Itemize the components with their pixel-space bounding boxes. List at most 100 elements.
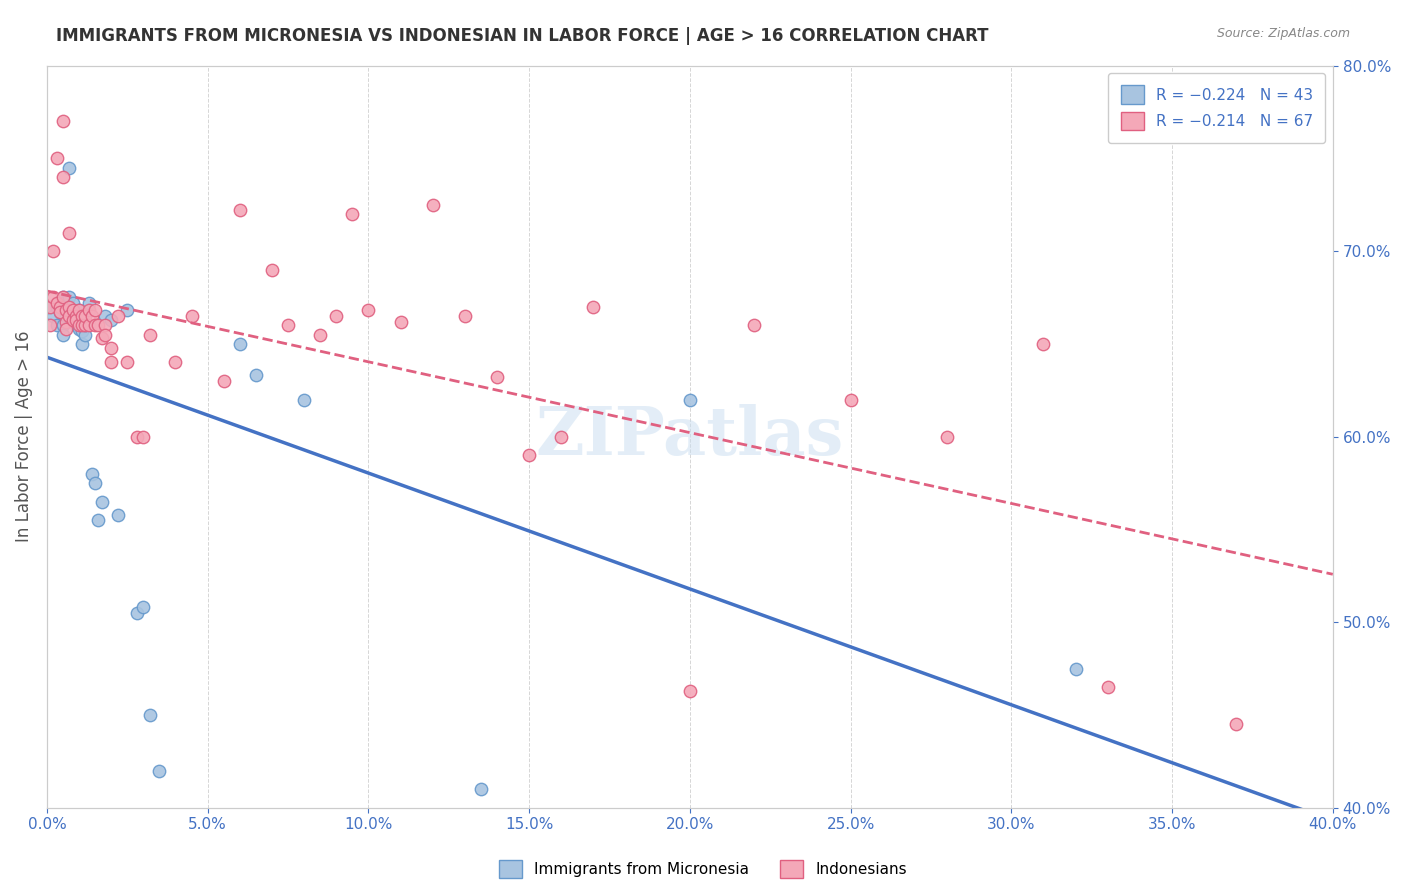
Text: IMMIGRANTS FROM MICRONESIA VS INDONESIAN IN LABOR FORCE | AGE > 16 CORRELATION C: IMMIGRANTS FROM MICRONESIA VS INDONESIAN… xyxy=(56,27,988,45)
Point xyxy=(1064,661,1087,675)
Text: ZIPatlas: ZIPatlas xyxy=(536,404,844,469)
Point xyxy=(42,244,65,259)
Point xyxy=(260,262,283,277)
Point xyxy=(45,300,67,314)
Point xyxy=(357,303,380,318)
Point xyxy=(77,318,100,333)
Y-axis label: In Labor Force | Age > 16: In Labor Force | Age > 16 xyxy=(15,331,32,542)
Point xyxy=(39,318,62,333)
Point xyxy=(212,374,235,388)
Point xyxy=(52,291,75,305)
Point xyxy=(70,324,93,338)
Point xyxy=(77,296,100,310)
Point xyxy=(117,355,139,369)
Point xyxy=(100,355,122,369)
Point xyxy=(94,327,117,342)
Point xyxy=(325,309,347,323)
Point xyxy=(470,782,492,797)
Point xyxy=(582,300,605,314)
Point xyxy=(75,318,97,333)
Point xyxy=(139,707,162,722)
Point xyxy=(48,305,70,319)
Point xyxy=(70,337,93,351)
Point xyxy=(77,303,100,318)
Point xyxy=(454,309,477,323)
Point xyxy=(58,161,80,175)
Point xyxy=(107,508,129,522)
Point xyxy=(62,296,84,310)
Point xyxy=(90,331,112,345)
Point xyxy=(550,430,572,444)
Point xyxy=(52,327,75,342)
Legend: Immigrants from Micronesia, Indonesians: Immigrants from Micronesia, Indonesians xyxy=(494,854,912,884)
Point xyxy=(58,309,80,323)
Point xyxy=(45,318,67,333)
Point xyxy=(55,322,77,336)
Point xyxy=(165,355,187,369)
Point xyxy=(87,513,110,527)
Point xyxy=(75,318,97,333)
Point xyxy=(67,322,90,336)
Point xyxy=(52,114,75,128)
Point xyxy=(839,392,862,407)
Point xyxy=(58,303,80,318)
Point xyxy=(1225,717,1247,731)
Point xyxy=(65,312,87,326)
Point xyxy=(679,683,702,698)
Point xyxy=(125,430,148,444)
Point xyxy=(52,169,75,184)
Point xyxy=(39,300,62,314)
Point xyxy=(90,494,112,508)
Point xyxy=(125,606,148,620)
Point xyxy=(45,152,67,166)
Point xyxy=(1097,680,1119,694)
Point xyxy=(55,309,77,323)
Point xyxy=(67,303,90,318)
Point xyxy=(936,430,959,444)
Point xyxy=(52,318,75,333)
Point xyxy=(84,476,107,491)
Point xyxy=(117,303,139,318)
Point xyxy=(485,370,508,384)
Point xyxy=(132,600,155,615)
Point xyxy=(422,198,444,212)
Point xyxy=(229,337,252,351)
Point xyxy=(84,318,107,333)
Point xyxy=(517,448,540,462)
Point xyxy=(389,315,412,329)
Point xyxy=(107,309,129,323)
Point xyxy=(100,312,122,326)
Point xyxy=(48,294,70,309)
Point xyxy=(48,300,70,314)
Point xyxy=(70,318,93,333)
Point xyxy=(67,318,90,333)
Point xyxy=(39,300,62,314)
Point xyxy=(55,303,77,318)
Point xyxy=(55,315,77,329)
Point xyxy=(309,327,332,342)
Point xyxy=(58,300,80,314)
Point xyxy=(58,291,80,305)
Point xyxy=(65,309,87,323)
Point xyxy=(148,764,170,778)
Point xyxy=(62,309,84,323)
Point xyxy=(679,392,702,407)
Point xyxy=(277,318,299,333)
Point xyxy=(55,294,77,309)
Point xyxy=(62,312,84,326)
Point xyxy=(342,207,364,221)
Point xyxy=(132,430,155,444)
Point xyxy=(42,291,65,305)
Point xyxy=(58,226,80,240)
Legend: R = −0.224   N = 43, R = −0.214   N = 67: R = −0.224 N = 43, R = −0.214 N = 67 xyxy=(1108,73,1324,143)
Point xyxy=(65,318,87,333)
Point xyxy=(87,318,110,333)
Point xyxy=(94,309,117,323)
Point xyxy=(180,309,202,323)
Point xyxy=(139,327,162,342)
Point xyxy=(292,392,315,407)
Point xyxy=(84,303,107,318)
Point xyxy=(45,296,67,310)
Point xyxy=(48,305,70,319)
Point xyxy=(52,291,75,305)
